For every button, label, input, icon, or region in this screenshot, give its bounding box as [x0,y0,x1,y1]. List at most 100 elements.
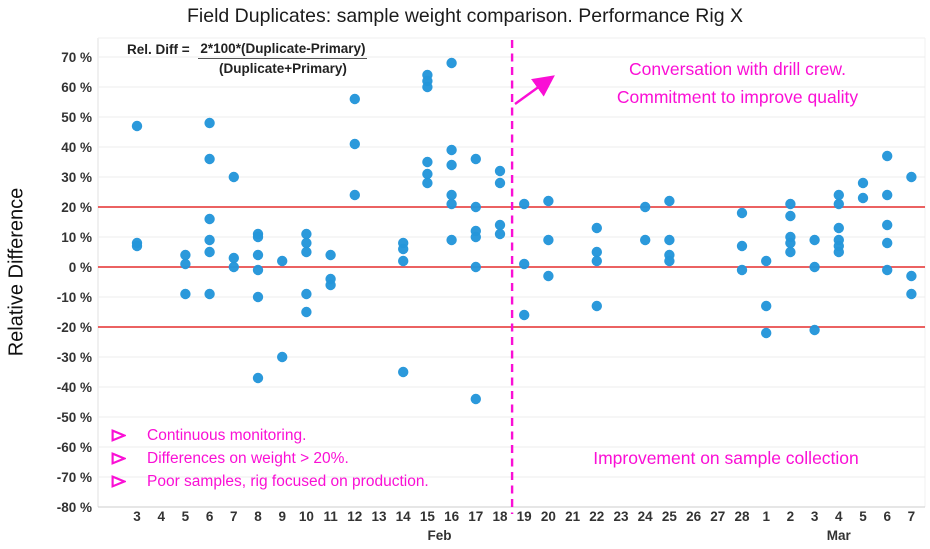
arrowhead-bullet-icon [111,429,147,442]
bullet-text: Poor samples, rig focused on production. [147,472,429,490]
data-point [664,255,675,267]
x-tick-label: 15 [420,509,436,524]
x-tick-label: 14 [396,509,412,524]
x-tick-label: 3 [133,509,141,524]
data-point [761,255,772,267]
x-tick-label: 23 [613,509,629,524]
data-point [301,288,312,300]
conversation-annotation-line1: Conversation with drill crew. [629,59,846,79]
data-point [882,189,893,201]
list-item: Poor samples, rig focused on production. [111,470,429,493]
y-tick-label: -10 % [57,290,92,305]
data-point [252,231,264,243]
data-point [736,264,748,276]
data-point [252,249,264,261]
y-tick-label: -40 % [57,380,92,395]
x-tick-label: 2 [787,509,795,524]
data-point [204,153,215,165]
x-tick-label: 19 [517,509,532,524]
data-point [906,171,917,183]
data-point [180,288,191,300]
data-point [882,264,893,276]
x-tick-label: 24 [638,509,654,524]
data-point [809,324,820,336]
data-point [422,81,433,93]
data-point [228,252,239,264]
arrowhead-bullet-icon [111,452,147,465]
data-point [833,189,844,201]
data-point [228,261,239,273]
x-tick-label: 28 [734,509,750,524]
data-point [349,189,360,201]
data-point [180,258,191,270]
data-point [470,393,481,405]
data-point [833,246,844,258]
data-point [833,222,844,234]
x-tick-label: 12 [347,509,362,524]
formula-fraction: 2*100*(Duplicate-Primary) (Duplicate+Pri… [198,40,368,76]
x-tick-label: 27 [710,509,725,524]
data-point [422,168,433,180]
y-tick-label: 40 % [61,140,92,155]
data-point [131,240,143,252]
y-tick-label: 70 % [61,50,92,65]
data-point [325,279,336,291]
month-label: Feb [427,528,451,543]
data-point [470,153,481,165]
data-point [301,246,312,258]
data-point [204,246,215,258]
data-point [204,234,215,246]
data-point [494,165,506,177]
data-point [519,198,530,210]
x-tick-label: 7 [230,509,238,524]
data-point [301,228,312,240]
y-tick-label: -70 % [57,470,92,485]
formula-denominator: (Duplicate+Primary) [218,61,347,76]
arrowhead-bullet-icon [111,475,147,488]
x-tick-label: 1 [762,509,770,524]
data-point [591,300,602,312]
formula-numerator: 2*100*(Duplicate-Primary) [198,40,368,59]
improvement-annotation: Improvement on sample collection [593,448,859,468]
data-point [422,156,433,168]
y-tick-label: 60 % [61,80,92,95]
data-point [543,195,554,207]
data-point [252,264,264,276]
y-tick-label: -20 % [57,320,92,335]
x-tick-label: 21 [565,509,581,524]
data-point [664,195,675,207]
y-tick-label: 10 % [61,230,92,245]
data-point [204,288,215,300]
data-point [301,306,312,318]
chart-title: Field Duplicates: sample weight comparis… [187,5,743,27]
data-point [591,222,602,234]
x-tick-label: 8 [254,509,262,524]
x-tick-label: 4 [157,509,165,524]
data-point [204,117,215,129]
data-point [446,234,457,246]
data-point [640,201,651,213]
data-point [785,198,796,210]
conversation-annotation-line2: Commitment to improve quality [616,87,859,107]
data-point [736,240,748,252]
data-point [422,177,433,189]
x-tick-label: 6 [206,509,214,524]
x-tick-label: 4 [835,509,843,524]
list-item: Continuous monitoring. [111,424,429,447]
data-point [809,234,820,246]
y-tick-label: -60 % [57,440,92,455]
data-point [398,366,409,378]
y-tick-label: 20 % [61,200,92,215]
data-point [809,261,820,273]
month-label: Mar [827,528,852,543]
x-tick-label: 6 [883,509,891,524]
bullet-text: Differences on weight > 20%. [147,449,349,467]
x-tick-label: 3 [811,509,819,524]
data-point [494,228,506,240]
x-tick-label: 13 [371,509,387,524]
data-point [446,57,457,69]
data-point [398,243,409,255]
annotation-arrow [514,75,555,105]
data-point [131,120,143,132]
